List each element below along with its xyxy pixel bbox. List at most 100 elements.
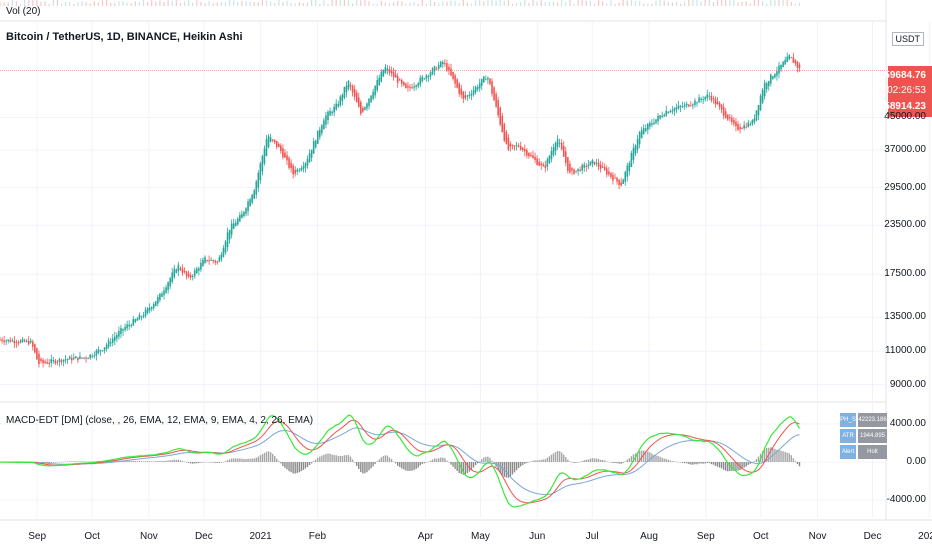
candle-body — [694, 100, 696, 105]
candle-body — [116, 334, 118, 339]
histogram-bar — [489, 457, 491, 462]
y-tick-label: 23500.00 — [884, 219, 926, 231]
candle-body — [314, 140, 317, 148]
candle-body — [731, 117, 733, 123]
histogram-bar — [91, 461, 93, 462]
table-value: 1944.895 — [858, 429, 887, 443]
histogram-bar — [419, 462, 421, 466]
candle-body — [210, 259, 212, 261]
candle-body — [722, 107, 725, 116]
histogram-bar — [618, 462, 620, 464]
histogram-bar — [663, 458, 665, 462]
candle-body — [114, 336, 116, 341]
histogram-bar — [698, 462, 700, 464]
candle-body — [292, 165, 294, 175]
candle-body — [565, 151, 567, 163]
histogram-bar — [454, 462, 456, 470]
histogram-bar — [306, 462, 309, 467]
histogram-bar — [534, 460, 536, 462]
candle-body — [150, 307, 153, 310]
candle-body — [70, 358, 73, 361]
histogram-bar — [401, 462, 403, 469]
histogram-bar — [294, 462, 296, 474]
symbol-title[interactable]: Bitcoin / TetherUS, 1D, BINANCE, Heikin … — [6, 31, 243, 43]
candle-body — [290, 162, 292, 169]
histogram-bar — [397, 462, 399, 466]
candle-body — [232, 223, 235, 229]
candle-body — [29, 340, 32, 343]
volume-bar — [3, 2, 5, 6]
histogram-bar — [257, 456, 259, 462]
histogram-bar — [743, 462, 745, 468]
histogram-bar — [706, 462, 708, 463]
histogram-bar — [73, 461, 75, 462]
histogram-bar — [696, 462, 698, 465]
candle-body — [52, 359, 55, 362]
candle-body — [370, 95, 372, 103]
histogram-bar — [364, 462, 366, 474]
histogram-bar — [649, 452, 651, 462]
candle-body — [718, 102, 721, 107]
candle-body — [770, 74, 772, 84]
volume-bar — [413, 1, 415, 6]
candle-body — [614, 177, 616, 179]
candle-body — [206, 259, 208, 261]
candle-body — [111, 338, 114, 343]
histogram-bar — [690, 462, 692, 465]
candle-body — [9, 340, 12, 342]
volume-bar — [368, 1, 370, 6]
histogram-bar — [673, 461, 676, 462]
candle-body — [464, 95, 467, 99]
volume-bar — [684, 1, 686, 6]
histogram-bar — [530, 461, 532, 462]
candle-body — [392, 72, 395, 77]
candle-body — [118, 331, 120, 337]
histogram-bar — [444, 458, 446, 462]
candle-body — [624, 171, 627, 182]
candle-body — [425, 75, 428, 79]
candle-body — [610, 172, 612, 177]
histogram-bar — [226, 460, 229, 462]
histogram-bar — [128, 460, 130, 462]
candle-body — [528, 152, 530, 157]
histogram-bar — [620, 462, 622, 464]
candle-body — [79, 356, 81, 359]
candle-body — [345, 85, 348, 93]
volume-bar — [610, 0, 612, 6]
histogram-bar — [421, 462, 423, 464]
histogram-bar — [784, 452, 786, 462]
candle-body — [286, 155, 288, 161]
histogram-bar — [591, 458, 594, 462]
candle-body — [759, 95, 762, 111]
histogram-bar — [77, 461, 79, 462]
candle-body — [591, 159, 594, 164]
histogram-bar — [411, 462, 413, 471]
histogram-bar — [179, 460, 182, 462]
candle-body — [409, 86, 411, 88]
histogram-bar — [786, 452, 788, 462]
histogram-bar — [69, 461, 71, 462]
candle-body — [169, 277, 171, 287]
candle-body — [499, 107, 501, 125]
histogram-bar — [515, 462, 518, 471]
histogram-bar — [589, 458, 592, 462]
candle-body — [294, 169, 296, 174]
candle-body — [763, 82, 766, 97]
volume-bar — [708, 0, 710, 7]
y-tick-label: 11000.00 — [885, 345, 926, 357]
candle-body — [757, 105, 760, 116]
candle-body — [360, 102, 362, 114]
histogram-bar — [561, 452, 563, 462]
indicator-title[interactable]: MACD-EDT [DM] (close, , 26, EMA, 12, EMA… — [6, 415, 314, 426]
histogram-bar — [247, 458, 249, 462]
candle-body — [644, 128, 647, 131]
volume-bar — [122, 0, 124, 6]
histogram-bar — [394, 462, 397, 464]
volume-bar — [491, 0, 493, 6]
histogram-bar — [563, 454, 565, 462]
histogram-bar — [577, 462, 579, 463]
histogram-bar — [472, 462, 475, 468]
volume-bar — [528, 3, 530, 6]
histogram-bar — [185, 462, 188, 463]
currency-button[interactable]: USDT — [891, 32, 924, 46]
